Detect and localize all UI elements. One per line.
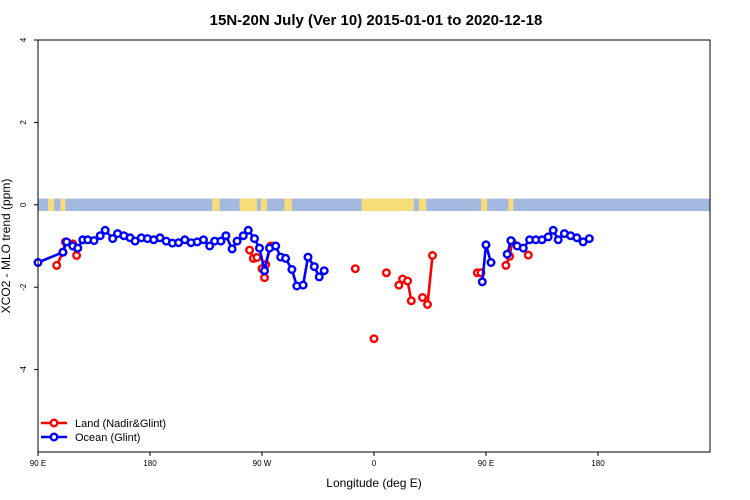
data-point [523, 250, 533, 260]
legend-label: Ocean (Glint) [75, 432, 140, 444]
map-land-patch [361, 198, 414, 211]
world-map-strip [38, 198, 710, 211]
data-point [255, 243, 265, 253]
data-point [249, 234, 259, 244]
legend: Land (Nadir&Glint) Ocean (Glint) [41, 418, 166, 444]
series-layer [33, 225, 594, 344]
data-point [108, 234, 118, 244]
data-point [221, 231, 231, 241]
x-tick-label: 90 W [253, 459, 272, 468]
x-tick-label: 90 E [30, 459, 46, 468]
data-point [423, 300, 433, 310]
data-point [477, 277, 487, 287]
data-point [381, 268, 391, 278]
data-point [428, 250, 438, 260]
data-point [518, 243, 528, 253]
map-land-patch [239, 198, 258, 211]
y-tick-label: 2 [19, 120, 28, 125]
data-point [281, 253, 291, 263]
data-point [100, 225, 110, 235]
data-point [260, 273, 270, 283]
series-land [52, 237, 533, 344]
data-point [52, 260, 62, 270]
map-land-patch [418, 198, 427, 211]
data-point [481, 240, 491, 250]
map-land-patch [481, 198, 488, 211]
legend-marker [49, 418, 59, 428]
data-point [319, 266, 329, 276]
chart-title: 15N-20N July (Ver 10) 2015-01-01 to 2020… [210, 12, 543, 29]
x-axis: 90 E 180 90 W 0 90 E 180 [30, 452, 605, 468]
x-tick-label: 180 [591, 459, 605, 468]
data-point [502, 249, 512, 259]
data-point [72, 250, 82, 260]
data-point [245, 245, 255, 255]
x-tick-label: 180 [143, 459, 157, 468]
data-point [303, 252, 313, 262]
data-point [553, 235, 563, 245]
y-axis: 4 2 0 -2 -4 [19, 37, 38, 373]
data-point [350, 264, 360, 274]
data-point [298, 280, 308, 290]
data-point [89, 236, 99, 246]
data-point [394, 280, 404, 290]
data-point [252, 252, 262, 262]
map-land-patch [260, 198, 267, 211]
data-point [314, 272, 324, 282]
data-point [238, 231, 248, 241]
data-point [486, 258, 496, 268]
data-point [271, 241, 281, 251]
data-point [369, 334, 379, 344]
x-tick-label: 90 E [478, 459, 494, 468]
data-point [418, 293, 428, 303]
data-point [227, 244, 237, 254]
map-land-patch [47, 198, 55, 211]
data-point [287, 265, 297, 275]
data-point [95, 231, 105, 241]
x-axis-title: Longitude (deg E) [326, 476, 421, 490]
data-point [198, 235, 208, 245]
legend-label: Land (Nadir&Glint) [75, 418, 166, 430]
data-point [62, 237, 72, 247]
data-point [58, 247, 68, 257]
data-point [584, 234, 594, 244]
y-axis-title: XCO2 - MLO trend (ppm) [0, 179, 13, 314]
data-point [232, 236, 242, 246]
map-land-patch [284, 198, 292, 211]
plot-frame [37, 39, 711, 453]
data-point [506, 236, 516, 246]
data-point [243, 225, 253, 235]
data-point [406, 296, 416, 306]
data-point [205, 241, 215, 251]
x-tick-label: 0 [372, 459, 377, 468]
data-point [543, 232, 553, 242]
data-point [216, 236, 226, 246]
data-point [73, 243, 83, 253]
map-land-patch [212, 198, 220, 211]
y-tick-label: -2 [19, 283, 28, 291]
series-ocean [33, 225, 594, 291]
map-land-patch [508, 198, 514, 211]
y-tick-label: 4 [19, 37, 28, 42]
data-point [501, 260, 511, 270]
data-point [309, 262, 319, 272]
legend-marker [49, 432, 59, 442]
map-land-patch [60, 198, 66, 211]
data-point [403, 276, 413, 286]
y-tick-label: 0 [19, 202, 28, 207]
data-point [572, 233, 582, 243]
data-point [548, 225, 558, 235]
y-tick-label: -4 [19, 365, 28, 373]
data-point [260, 266, 270, 276]
